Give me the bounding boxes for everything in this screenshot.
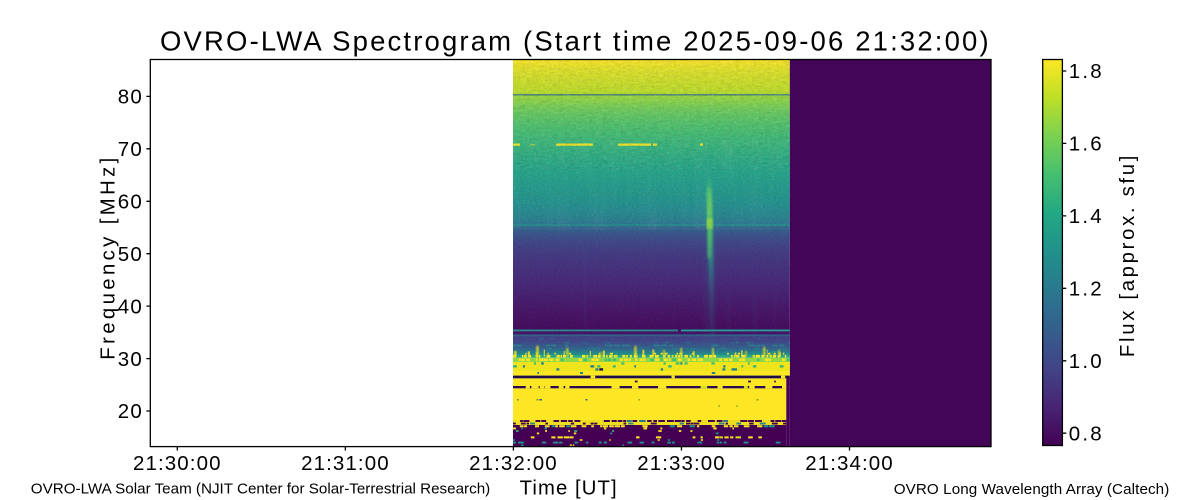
svg-text:0.8: 0.8 (1069, 422, 1104, 445)
svg-text:Time [UT]: Time [UT] (520, 478, 618, 500)
svg-text:80: 80 (118, 86, 143, 109)
svg-text:30: 30 (118, 348, 143, 371)
svg-text:1.4: 1.4 (1069, 205, 1104, 228)
svg-text:21:31:00: 21:31:00 (301, 452, 390, 475)
svg-text:1.8: 1.8 (1069, 60, 1104, 83)
svg-text:1.0: 1.0 (1069, 350, 1104, 373)
svg-text:Flux [approx. sfu]: Flux [approx. sfu] (1117, 153, 1139, 357)
svg-text:Frequency [MHz]: Frequency [MHz] (97, 154, 119, 359)
svg-text:21:32:00: 21:32:00 (469, 452, 558, 475)
svg-text:70: 70 (118, 138, 143, 161)
svg-text:21:33:00: 21:33:00 (637, 452, 726, 475)
svg-text:50: 50 (118, 243, 143, 266)
svg-text:60: 60 (118, 191, 143, 214)
svg-text:1.6: 1.6 (1069, 133, 1104, 156)
svg-text:1.2: 1.2 (1069, 278, 1104, 301)
svg-text:OVRO Long Wavelength Array (Ca: OVRO Long Wavelength Array (Caltech) (894, 481, 1170, 498)
svg-text:40: 40 (118, 295, 143, 318)
svg-text:21:30:00: 21:30:00 (133, 452, 222, 475)
svg-text:21:34:00: 21:34:00 (805, 452, 894, 475)
svg-text:OVRO-LWA Solar Team (NJIT Cent: OVRO-LWA Solar Team (NJIT Center for Sol… (31, 481, 490, 498)
svg-text:OVRO-LWA Spectrogram (Start ti: OVRO-LWA Spectrogram (Start time 2025-09… (160, 25, 991, 56)
svg-text:20: 20 (118, 400, 143, 423)
